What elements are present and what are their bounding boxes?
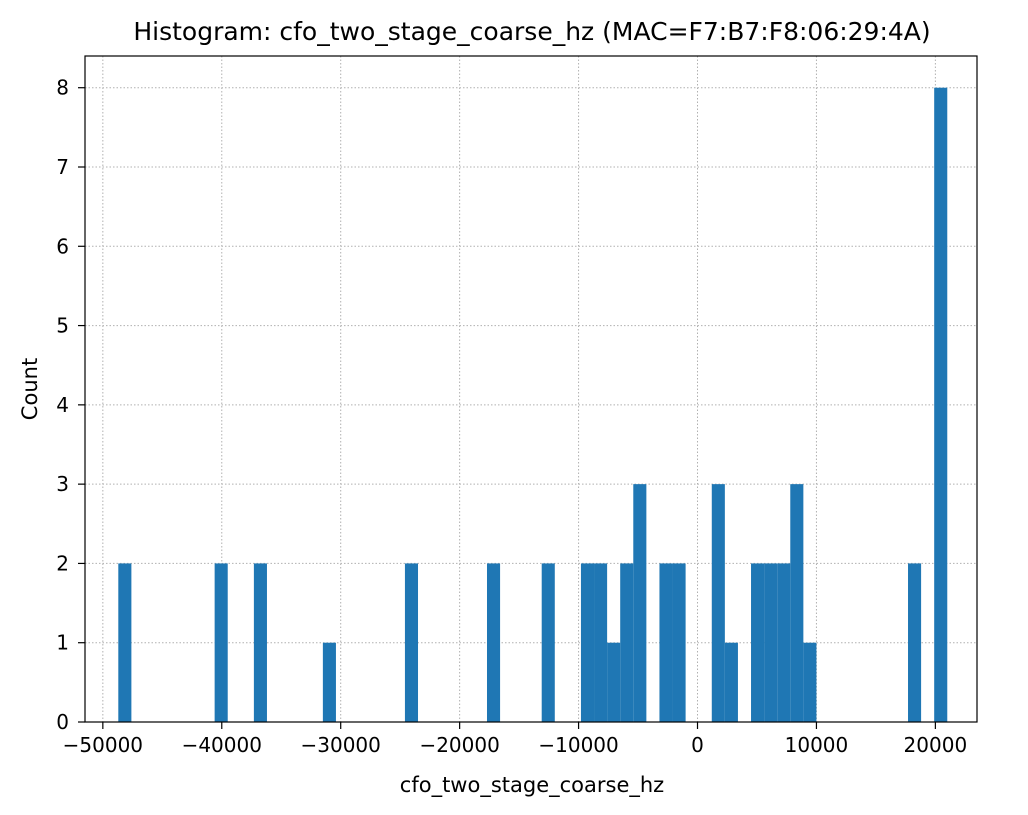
y-tick-label: 6 — [56, 234, 69, 258]
y-tick-label: 8 — [56, 76, 69, 100]
x-tick-label: −10000 — [538, 733, 618, 757]
y-axis-ticks: 0 1 2 3 4 5 6 7 8 — [56, 76, 85, 734]
y-tick-label: 5 — [56, 314, 69, 338]
histogram-bar — [934, 87, 948, 722]
histogram-bar — [580, 563, 595, 722]
axes-frame — [84, 55, 978, 723]
y-tick-label: 1 — [56, 631, 69, 655]
histogram-bar — [724, 642, 738, 722]
histogram-bar — [751, 563, 765, 722]
x-tick-label: −20000 — [419, 733, 499, 757]
chart-title: Histogram: cfo_two_stage_coarse_hz (MAC=… — [133, 17, 930, 46]
x-tick-label: −30000 — [301, 733, 381, 757]
histogram-bar — [777, 563, 791, 722]
histogram-bar — [908, 563, 922, 722]
histogram-bar — [214, 563, 228, 722]
histogram-bar — [711, 484, 725, 722]
x-tick-label: 10000 — [785, 733, 849, 757]
x-tick-label: −40000 — [182, 733, 262, 757]
y-axis-label: Count — [18, 358, 42, 420]
histogram-bar — [541, 563, 555, 722]
histogram-bar — [803, 642, 817, 722]
histogram-bar — [790, 484, 804, 722]
y-tick-label: 0 — [56, 710, 69, 734]
histogram-bar — [404, 563, 419, 722]
histogram-bar — [672, 563, 686, 722]
histogram-bar — [594, 563, 608, 722]
histogram-bar — [633, 484, 647, 722]
histogram-bar — [253, 563, 267, 722]
y-tick-label: 2 — [56, 551, 69, 575]
histogram-bar — [607, 642, 621, 722]
x-axis-label: cfo_two_stage_coarse_hz — [400, 773, 664, 798]
y-tick-label: 7 — [56, 155, 69, 179]
histogram-bar — [764, 563, 778, 722]
y-tick-label: 3 — [56, 472, 69, 496]
histogram-bar — [118, 563, 132, 722]
histogram-bar — [620, 563, 634, 722]
x-tick-label: 0 — [691, 733, 704, 757]
x-tick-label: −50000 — [63, 733, 143, 757]
histogram-bar — [322, 642, 336, 722]
histogram-bar — [659, 563, 673, 722]
histogram-bar — [486, 563, 501, 722]
x-tick-label: 20000 — [904, 733, 968, 757]
bars-layer — [118, 87, 948, 722]
y-tick-label: 4 — [56, 393, 69, 417]
x-axis-ticks: −50000 −40000 −30000 −20000 −10000 0 10000 2000… — [63, 722, 968, 757]
